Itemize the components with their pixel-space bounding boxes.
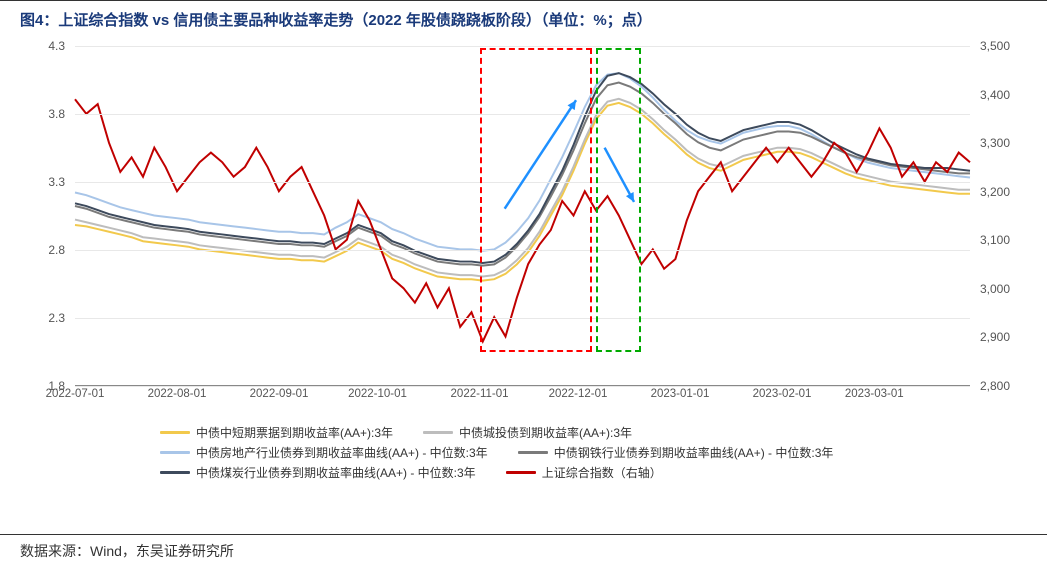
- x-tick: 2022-09-01: [250, 388, 309, 400]
- legend-label: 中债煤炭行业债券到期收益率曲线(AA+) - 中位数:3年: [196, 464, 476, 481]
- y-tick-right: 3,300: [980, 136, 1010, 150]
- x-tick: 2023-01-01: [651, 388, 710, 400]
- legend-row: 中债中短期票据到期收益率(AA+):3年 中债城投债到期收益率(AA+):3年: [160, 424, 980, 441]
- legend-swatch: [160, 451, 190, 454]
- x-tick: 2022-12-01: [549, 388, 608, 400]
- gridline: [75, 250, 970, 251]
- x-axis: 2022-07-012022-08-012022-09-012022-10-01…: [75, 388, 970, 418]
- y-axis-right: 2,8002,9003,0003,1003,2003,3003,4003,500: [975, 46, 1027, 386]
- legend-swatch: [160, 431, 190, 434]
- legend-label: 中债钢铁行业债券到期收益率曲线(AA+) - 中位数:3年: [554, 444, 834, 461]
- gridline: [75, 46, 970, 47]
- x-tick: 2022-07-01: [46, 388, 105, 400]
- legend-item: 中债城投债到期收益率(AA+):3年: [423, 424, 632, 441]
- x-tick: 2022-11-01: [451, 388, 509, 400]
- source-label: 数据来源：Wind，东吴证券研究所: [0, 534, 1047, 567]
- x-tick: 2023-03-01: [845, 388, 904, 400]
- gridline: [75, 182, 970, 183]
- legend-label: 上证综合指数（右轴）: [542, 464, 662, 481]
- legend-item: 中债房地产行业债券到期收益率曲线(AA+) - 中位数:3年: [160, 444, 488, 461]
- legend-swatch: [423, 431, 453, 434]
- gridline: [75, 114, 970, 115]
- legend-label: 中债房地产行业债券到期收益率曲线(AA+) - 中位数:3年: [196, 444, 488, 461]
- legend: 中债中短期票据到期收益率(AA+):3年中债城投债到期收益率(AA+):3年中债…: [160, 424, 980, 484]
- series-line: [75, 99, 970, 341]
- legend-row: 中债房地产行业债券到期收益率曲线(AA+) - 中位数:3年 中债钢铁行业债券到期…: [160, 444, 980, 461]
- x-tick: 2022-08-01: [148, 388, 207, 400]
- y-tick-right: 3,500: [980, 39, 1010, 53]
- y-tick-right: 3,400: [980, 88, 1010, 102]
- gridline: [75, 318, 970, 319]
- legend-label: 中债城投债到期收益率(AA+):3年: [459, 424, 632, 441]
- figure-container: 图4：上证综合指数 vs 信用债主要品种收益率走势（2022 年股债跷跷板阶段）…: [0, 0, 1047, 577]
- series-line: [75, 73, 970, 251]
- y-axis-left: 1.82.32.83.33.84.3: [20, 46, 70, 386]
- y-tick-left: 2.3: [48, 311, 65, 325]
- legend-swatch: [518, 451, 548, 454]
- y-tick-left: 4.3: [48, 39, 65, 53]
- y-tick-right: 2,800: [980, 379, 1010, 393]
- y-tick-left: 3.3: [48, 175, 65, 189]
- x-tick: 2022-10-01: [348, 388, 407, 400]
- y-tick-right: 3,200: [980, 185, 1010, 199]
- legend-label: 中债中短期票据到期收益率(AA+):3年: [196, 424, 393, 441]
- legend-swatch: [506, 471, 536, 474]
- gridline: [75, 386, 970, 387]
- legend-item: 中债中短期票据到期收益率(AA+):3年: [160, 424, 393, 441]
- legend-item: 上证综合指数（右轴）: [506, 464, 662, 481]
- plot-area: [75, 46, 970, 386]
- title-bar: 图4：上证综合指数 vs 信用债主要品种收益率走势（2022 年股债跷跷板阶段）…: [0, 0, 1047, 36]
- line-canvas: [75, 46, 970, 385]
- y-tick-left: 3.8: [48, 107, 65, 121]
- y-tick-right: 3,100: [980, 233, 1010, 247]
- legend-row: 中债煤炭行业债券到期收益率曲线(AA+) - 中位数:3年 上证综合指数（右轴）: [160, 464, 980, 481]
- x-tick: 2023-02-01: [753, 388, 812, 400]
- chart-area: 1.82.32.83.33.84.3 2,8002,9003,0003,1003…: [20, 36, 1027, 456]
- y-tick-left: 2.8: [48, 243, 65, 257]
- y-tick-right: 3,000: [980, 282, 1010, 296]
- legend-item: 中债煤炭行业债券到期收益率曲线(AA+) - 中位数:3年: [160, 464, 476, 481]
- legend-swatch: [160, 471, 190, 474]
- y-tick-right: 2,900: [980, 330, 1010, 344]
- legend-item: 中债钢铁行业债券到期收益率曲线(AA+) - 中位数:3年: [518, 444, 834, 461]
- chart-title: 图4：上证综合指数 vs 信用债主要品种收益率走势（2022 年股债跷跷板阶段）…: [20, 9, 1027, 30]
